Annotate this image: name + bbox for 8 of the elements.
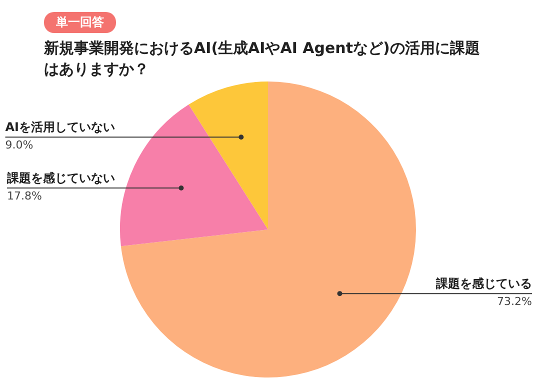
slice-label: 課題を感じている — [435, 276, 532, 291]
slice-label: AIを活用していない — [5, 120, 116, 134]
data-label: 9.0% — [5, 138, 34, 152]
data-label: 17.8% — [7, 189, 42, 202]
text: 単一回答 — [44, 12, 116, 33]
data-label: 73.2% — [497, 294, 532, 308]
slice-label: 課題を感じていない — [6, 171, 115, 186]
chart-title: 新規事業開発におけるAI(生成AIやAI Agentなど)の活用に課題はありますか？ — [44, 38, 481, 80]
